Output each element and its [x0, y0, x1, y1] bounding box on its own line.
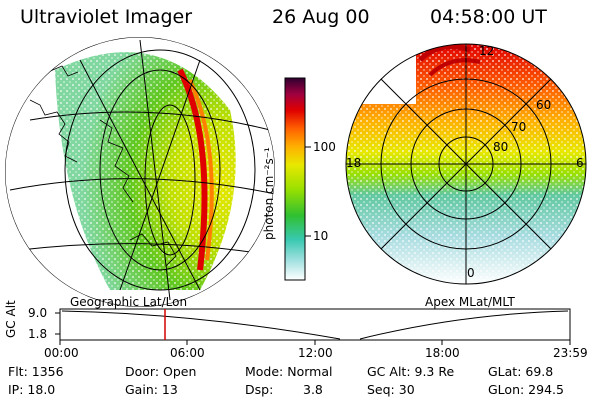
seq-info: Seq: 30	[367, 382, 415, 397]
geographic-image	[5, 37, 275, 307]
apex-caption: Apex MLat/MLT	[425, 295, 515, 309]
colorbar-ticks	[305, 146, 311, 237]
mlt-label-12: 12	[479, 44, 495, 58]
geographic-caption: Geographic Lat/Lon	[70, 295, 188, 309]
timeline-xtick-1200: 12:00	[298, 346, 333, 360]
gc-alt-info: GC Alt: 9.3 Re	[367, 364, 455, 379]
timeline-ytick-1-8: 1.8	[28, 327, 48, 341]
timeline-axis-label: GC Alt	[4, 300, 18, 338]
timeline-xtick-1800: 18:00	[425, 346, 460, 360]
time-label: 04:58:00 UT	[430, 6, 547, 28]
mlat-label-80: 80	[493, 140, 509, 154]
altitude-timeline	[55, 308, 571, 345]
timeline-xtick-0000: 00:00	[44, 346, 79, 360]
glon-info: GLon: 294.5	[488, 382, 564, 397]
dsp-value: 3.8	[303, 382, 323, 397]
instrument-title: Ultraviolet Imager	[20, 6, 193, 28]
glat-info: GLat: 69.8	[488, 364, 554, 379]
apex-image	[345, 43, 587, 285]
colorbar	[284, 77, 306, 281]
mlt-label-18: 18	[346, 156, 362, 170]
timeline-ytick-9: 9.0	[28, 306, 48, 320]
colorbar-unit-label: photon cm⁻²s⁻¹	[262, 147, 276, 240]
mlt-label-0: 0	[467, 266, 475, 280]
mlat-label-60: 60	[536, 98, 552, 112]
door-info: Door: Open	[125, 364, 197, 379]
colorbar-tick-100: 100	[313, 140, 336, 154]
timeline-xtick-0600: 06:00	[170, 346, 205, 360]
timeline-xtick-2359: 23:59	[553, 346, 588, 360]
ip-info: IP: 18.0	[8, 382, 56, 397]
gain-info: Gain: 13	[125, 382, 178, 397]
dsp-label: Dsp:	[245, 382, 274, 397]
colorbar-tick-10: 10	[313, 229, 329, 243]
mlat-label-70: 70	[511, 120, 527, 134]
mode-info: Mode: Normal	[245, 364, 333, 379]
date-label: 26 Aug 00	[272, 6, 370, 28]
flight-info: Flt: 1356	[8, 364, 64, 379]
mlt-label-6: 6	[576, 156, 584, 170]
